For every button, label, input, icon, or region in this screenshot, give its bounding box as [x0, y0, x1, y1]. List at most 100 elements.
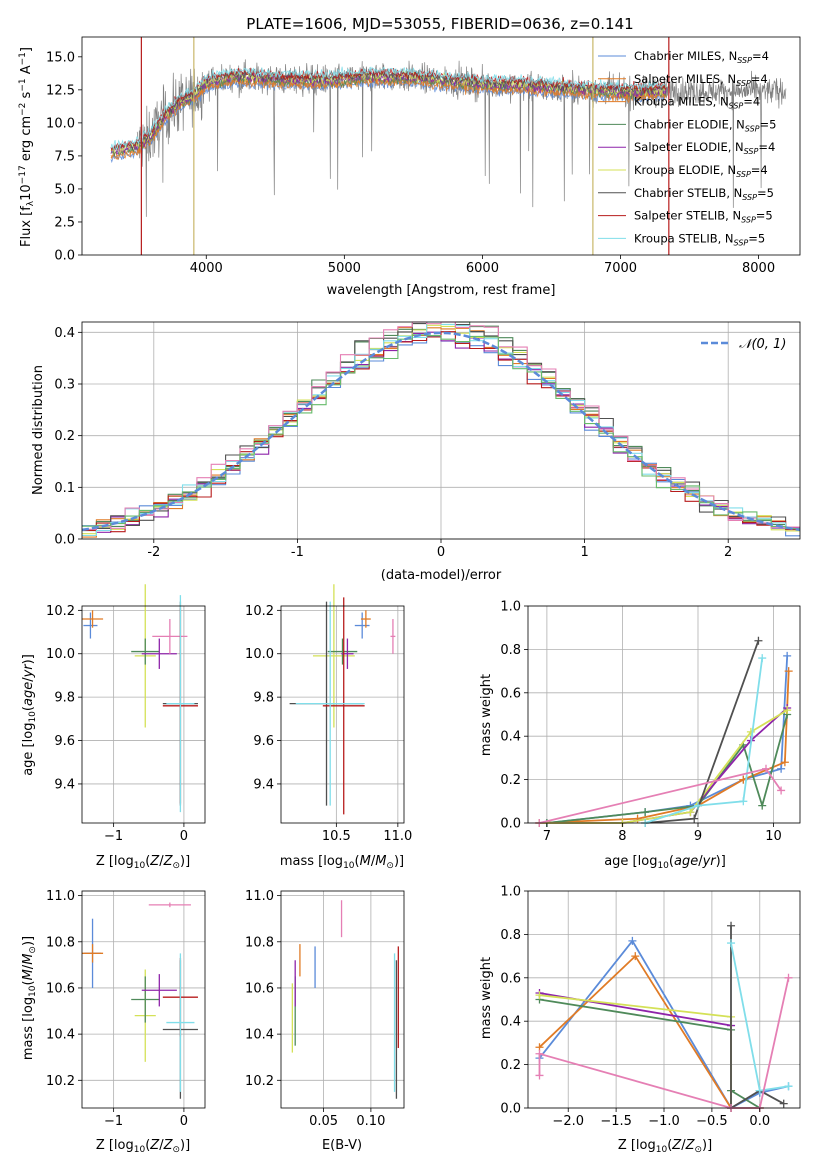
error-point [390, 619, 396, 654]
error-point [131, 638, 160, 665]
grid-group [82, 891, 205, 1108]
weight-marker [694, 801, 702, 810]
weight-marker [686, 808, 695, 817]
legend-suffix: =5 [748, 231, 765, 245]
weight-series [535, 667, 793, 827]
y-tick-label: 0.0 [54, 249, 75, 264]
weight-marker [758, 654, 767, 663]
legend-label: Salpeter ELODIE, NSSP=4 [634, 140, 775, 156]
weight-series [542, 651, 792, 827]
series-group [82, 902, 198, 1099]
weight-marker [628, 936, 637, 945]
legend-subscript: SSP [742, 193, 757, 202]
age-vs-Z-panel: −1 0 9.4 9.6 9.8 10.0 10.2 [46, 584, 206, 844]
weight-series [727, 939, 793, 1095]
y-tick-label: 9.6 [253, 734, 274, 749]
spectrum-panel: Chabrier MILES, NSSP=4 Salpeter MILES, NS… [18, 36, 801, 298]
legend-subscript: SSP [734, 238, 749, 247]
y-tick-label: 12.5 [46, 83, 75, 98]
weight-marker [758, 801, 767, 810]
series-group [535, 636, 793, 827]
y-tick-label: 10.8 [46, 935, 75, 950]
legend-label: Chabrier MILES, NSSP=4 [634, 49, 769, 65]
legend-label: Kroupa ELODIE, NSSP=4 [634, 163, 768, 179]
spectrum-xlabel: wavelength [Angstrom, rest frame] [327, 283, 556, 298]
y-tick-label: 0.4 [500, 730, 521, 745]
legend-suffix: =5 [757, 186, 774, 200]
y-tick-label: 1.0 [500, 885, 521, 900]
x-tick-label: 10.5 [322, 829, 351, 844]
mE-xlabel: E(B-V) [322, 1138, 362, 1153]
y-tick-label: 2.5 [54, 215, 75, 230]
x-tick-label: −1.0 [648, 1114, 680, 1129]
error-point [83, 612, 98, 639]
normal-legend-label: 𝒩(0, 1) [739, 337, 786, 352]
x-tick-label: 0 [180, 1114, 188, 1129]
x-tick-label: 1 [580, 545, 588, 560]
y-tick-label: 7.5 [54, 149, 75, 164]
error-point [131, 976, 160, 1023]
grid-group [528, 605, 800, 824]
weight-line [539, 992, 760, 1109]
y-tick-label: 0.4 [54, 326, 75, 341]
grid-group [82, 606, 205, 823]
x-tick-label: 10 [765, 829, 782, 844]
y-tick-label: 10.0 [46, 116, 75, 131]
weight-marker [780, 758, 789, 767]
legend-subscript: SSP [745, 124, 760, 133]
y-tick-label: 0.0 [54, 533, 75, 548]
y-tick-label: 9.4 [54, 777, 75, 792]
wAge-xlabel: age [log10(age/yr)] [604, 854, 726, 871]
legend-subscript: SSP [737, 56, 752, 65]
y-tick-label: 0.0 [500, 817, 521, 832]
legend-subscript: SSP [736, 79, 751, 88]
x-tick-label: −0.5 [696, 1114, 728, 1129]
x-tick-label: 8000 [742, 261, 775, 276]
y-tick-label: 10.0 [46, 647, 75, 662]
y-tick-label: 0.3 [54, 378, 75, 393]
spectrum-model-line [110, 76, 667, 160]
y-tick-label: 10.2 [46, 1074, 75, 1089]
x-tick-label: −1.5 [600, 1114, 632, 1129]
y-tick-label: 15.0 [46, 50, 75, 65]
ageZ-xlabel: Z [log10(Z/Z⊙)] [96, 854, 190, 871]
x-tick-label: −1 [104, 1114, 123, 1129]
y-tick-label: 0.6 [500, 686, 521, 701]
legend-suffix: =5 [756, 209, 773, 223]
figure-title: PLATE=1606, MJD=53055, FIBERID=0636, z=0… [246, 15, 633, 33]
weight-marker [762, 764, 770, 773]
weight-marker [784, 1082, 793, 1091]
normal-curve [81, 331, 801, 532]
legend-subscript: SSP [741, 216, 756, 225]
weight-series [727, 921, 788, 1112]
residuals-xlabel: (data-model)/error [381, 568, 502, 583]
weight-marker [727, 939, 736, 948]
mass-vs-ebv-panel: 0.05 0.10 10.2 10.4 10.6 10.8 11.0 [245, 889, 405, 1129]
error-point [141, 974, 177, 1007]
weight-marker [783, 706, 792, 715]
error-point [295, 601, 365, 806]
error-point [148, 902, 191, 908]
x-tick-label: 7 [543, 829, 551, 844]
error-point [354, 612, 370, 639]
weight-line [645, 640, 760, 824]
x-tick-label: 4000 [190, 261, 223, 276]
mZ-xlabel: Z [log10(Z/Z⊙)] [96, 1138, 190, 1155]
wZ-ylabel: mass weight [479, 957, 494, 1039]
y-tick-label: 10.6 [46, 981, 75, 996]
x-tick-label: -2 [147, 545, 160, 560]
weight-marker [777, 764, 786, 773]
y-tick-label: 10.2 [46, 604, 75, 619]
y-tick-label: 1.0 [500, 600, 521, 615]
weight-series [535, 995, 764, 1112]
legend-subscript: SSP [729, 102, 744, 111]
legend-suffix: =4 [751, 163, 768, 177]
weight-marker [690, 814, 699, 823]
legend-label: Chabrier STELIB, NSSP=5 [634, 186, 774, 202]
x-tick-label: 5000 [328, 261, 361, 276]
weight-marker [754, 636, 763, 645]
y-tick-label: 11.0 [46, 889, 75, 904]
weight-series [535, 991, 764, 1112]
weight-vs-Z-panel: −2.0 −1.5 −1.0 −0.5 0.0 0.0 0.2 0.4 0.6 0.8 1.0 [500, 885, 801, 1129]
error-point [141, 638, 177, 669]
